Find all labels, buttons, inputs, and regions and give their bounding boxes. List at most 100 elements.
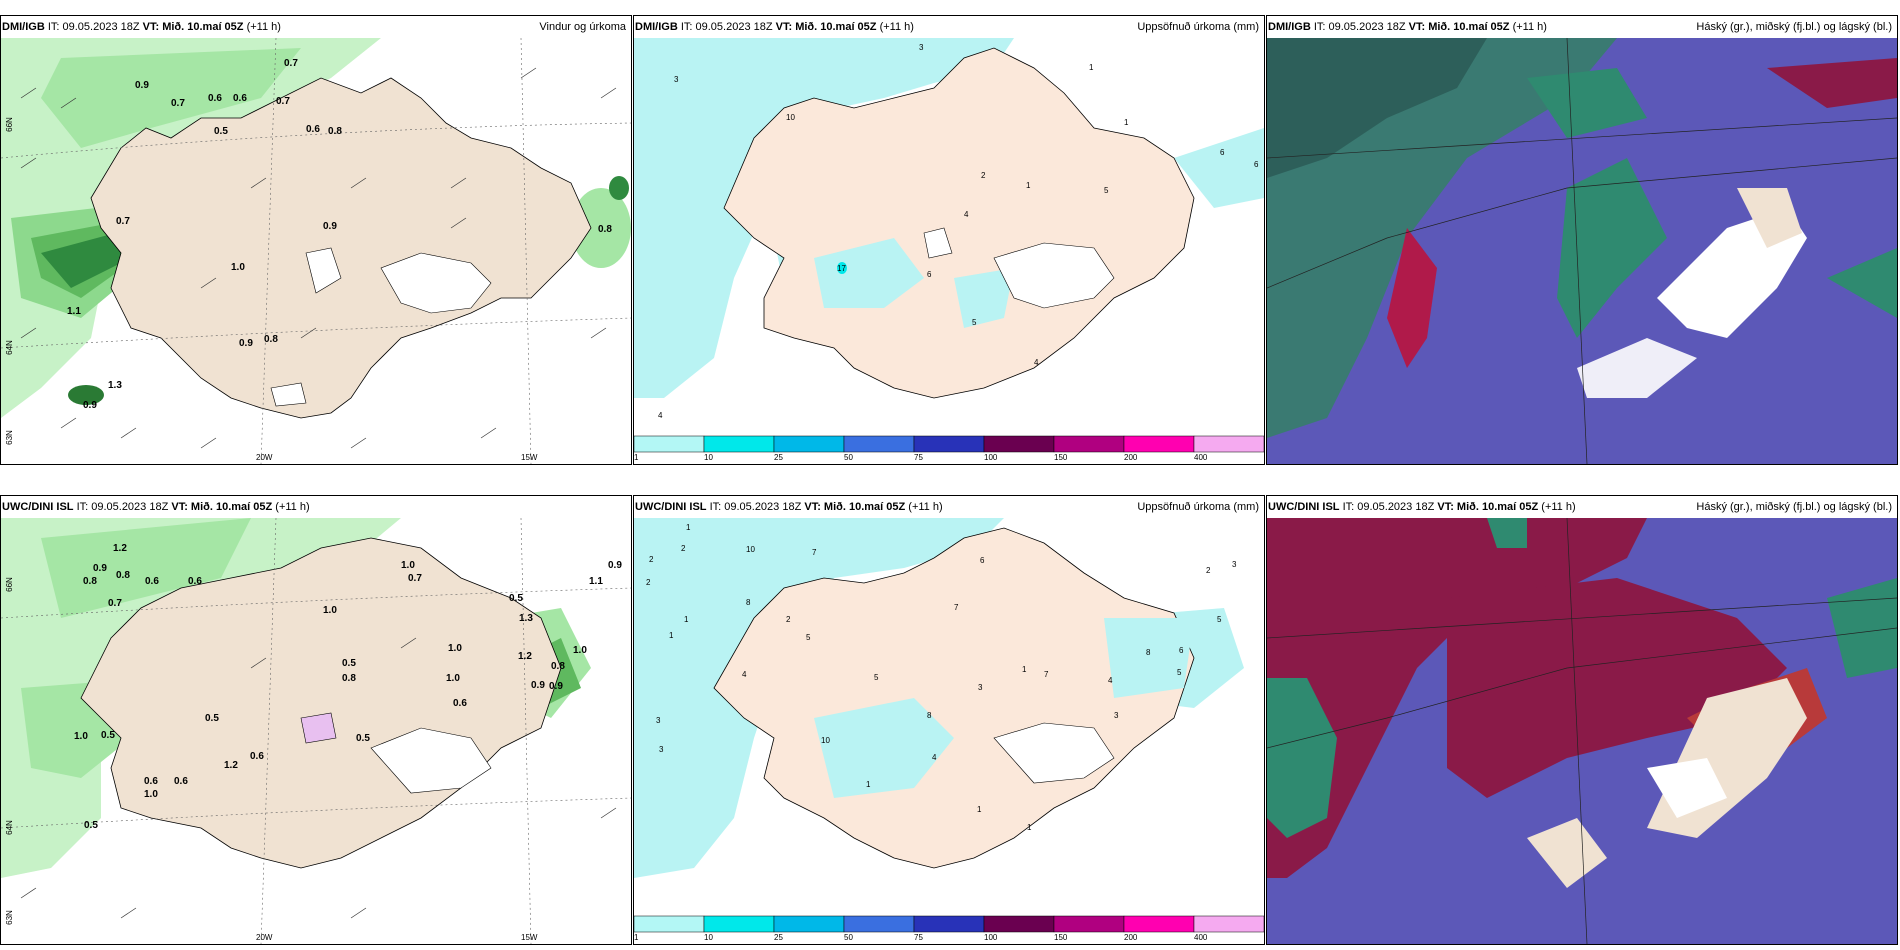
wind-barbs [20,67,617,449]
accum-label: 1 [866,780,871,789]
accum-label: 6 [980,556,985,565]
accum-label: 5 [874,673,879,682]
precip-label: 0.5 [205,713,219,724]
accum-label: 3 [656,716,661,725]
precip-label: 0.7 [276,96,290,107]
panel-header: UWC/DINI ISL IT: 09.05.2023 18Z VT: Mið.… [2,501,628,513]
panel-dmi-wind: DMI/IGB IT: 09.05.2023 18Z VT: Mið. 10.m… [0,15,632,465]
panel-uwc-wind: UWC/DINI ISL IT: 09.05.2023 18Z VT: Mið.… [0,495,632,945]
precip-label: 0.6 [306,124,320,135]
accum-label: 8 [1146,648,1151,657]
colorbar-swatch [634,435,705,453]
precip-label: 1.2 [224,760,238,771]
panel-header: DMI/IGB IT: 09.05.2023 18Z VT: Mið. 10.m… [1268,21,1894,33]
map-canvas [634,38,1264,399]
colorbar-label: 10 [704,453,713,462]
model-name: UWC/DINI ISL [1268,501,1340,513]
lon-label: 20W [256,453,273,462]
accum-label: 1 [1026,181,1031,190]
precip-label: 1.3 [108,380,122,391]
precip-label: 0.8 [328,126,342,137]
iceland-land [90,77,592,419]
panel-uwc-accum: UWC/DINI ISL IT: 09.05.2023 18Z VT: Mið.… [633,495,1265,945]
precip-label: 0.9 [83,400,97,411]
precip-label: 0.5 [214,126,228,137]
accum-label: 5 [1104,186,1109,195]
precip-label: 0.9 [323,221,337,232]
grid-lines [1,38,631,464]
colorbar-swatches [634,915,1264,933]
accum-label: 6 [927,270,932,279]
accum-label: 5 [1217,615,1222,624]
lat-label: 64N [4,820,14,835]
accum-label: 3 [978,683,983,692]
colorbar-label: 100 [984,453,998,462]
accum-label: 5 [972,318,977,327]
colorbar-label: 10 [704,933,713,942]
accum-label: 1 [686,523,691,532]
colorbar-swatch [983,915,1055,933]
accum-label: 4 [1034,358,1039,367]
valid-time: VT: Mið. 10.maí 05Z [142,21,244,33]
init-time: IT: 09.05.2023 18Z [47,21,140,33]
panel-header: UWC/DINI ISL IT: 09.05.2023 18Z VT: Mið.… [635,501,1261,513]
wind-precip-labels: 0.7 0.9 0.7 0.6 0.6 0.7 0.5 0.6 0.8 0.7 … [1,38,631,464]
colorbar-label: 200 [1124,453,1138,462]
precip-label: 0.7 [171,98,185,109]
accum-label: 7 [812,548,817,557]
colorbar-label: 75 [914,453,923,462]
accum-label: 3 [659,745,664,754]
colorbar-label: 200 [1124,933,1138,942]
valid-time: VT: Mið. 10.maí 05Z [1437,501,1539,513]
colorbar-swatch [1053,915,1125,933]
accum-label: 4 [932,753,937,762]
valid-time: VT: Mið. 10.maí 05Z [1408,21,1510,33]
precip-label: 0.5 [342,658,356,669]
accum-labels: 3 3 10 1 2 1 1 5 6 4 6 17 5 4 4 6 [634,38,1264,435]
colorbar-label: 75 [914,933,923,942]
accum-label: 1 [1022,665,1027,674]
model-name: UWC/DINI ISL [635,501,707,513]
precip-label: 0.8 [598,224,612,235]
colorbar-label: 50 [844,933,853,942]
accum-label: 5 [806,633,811,642]
colorbar-swatch [1123,915,1195,933]
lead-time: (+11 h) [275,501,310,513]
colorbar-swatch [773,435,845,453]
precip-label: 1.0 [573,645,587,656]
accum-label: 3 [919,43,924,52]
lat-label: 66N [4,117,14,132]
lat-label: 63N [4,430,14,445]
colorbar-label: 25 [774,933,783,942]
map-canvas [1267,518,1897,944]
colorbar-swatch [913,435,985,453]
precip-label: 1.0 [448,643,462,654]
precip-label: 1.0 [144,789,158,800]
accum-label: 1 [977,805,982,814]
colorbar-label: 400 [1194,933,1208,942]
accum-label: 7 [954,603,959,612]
map-accum-precip: 3 3 10 1 2 1 1 5 6 4 6 17 5 4 4 6 [634,38,1264,435]
colorbar-swatch [1193,435,1264,453]
precip-label: 1.1 [67,306,81,317]
precip-label: 1.1 [589,576,603,587]
model-name: DMI/IGB [635,21,678,33]
accum-label: 2 [646,578,651,587]
precip-label: 0.9 [135,80,149,91]
map-canvas [1,518,631,944]
valid-time: VT: Mið. 10.maí 05Z [804,501,906,513]
precip-label: 0.6 [250,751,264,762]
precip-label: 0.7 [408,573,422,584]
colorbar-label: 400 [1194,453,1208,462]
accum-label: 1 [1089,63,1094,72]
init-time: IT: 09.05.2023 18Z [709,501,802,513]
accum-label: 7 [1044,670,1049,679]
precip-label: 0.6 [453,698,467,709]
lon-label: 15W [521,933,538,942]
colorbar-swatch [1193,915,1264,933]
model-name: DMI/IGB [1268,21,1311,33]
model-name: UWC/DINI ISL [2,501,74,513]
accum-label: 3 [1114,711,1119,720]
glaciers [270,247,492,407]
panel-title: Vindur og úrkoma [539,21,626,33]
